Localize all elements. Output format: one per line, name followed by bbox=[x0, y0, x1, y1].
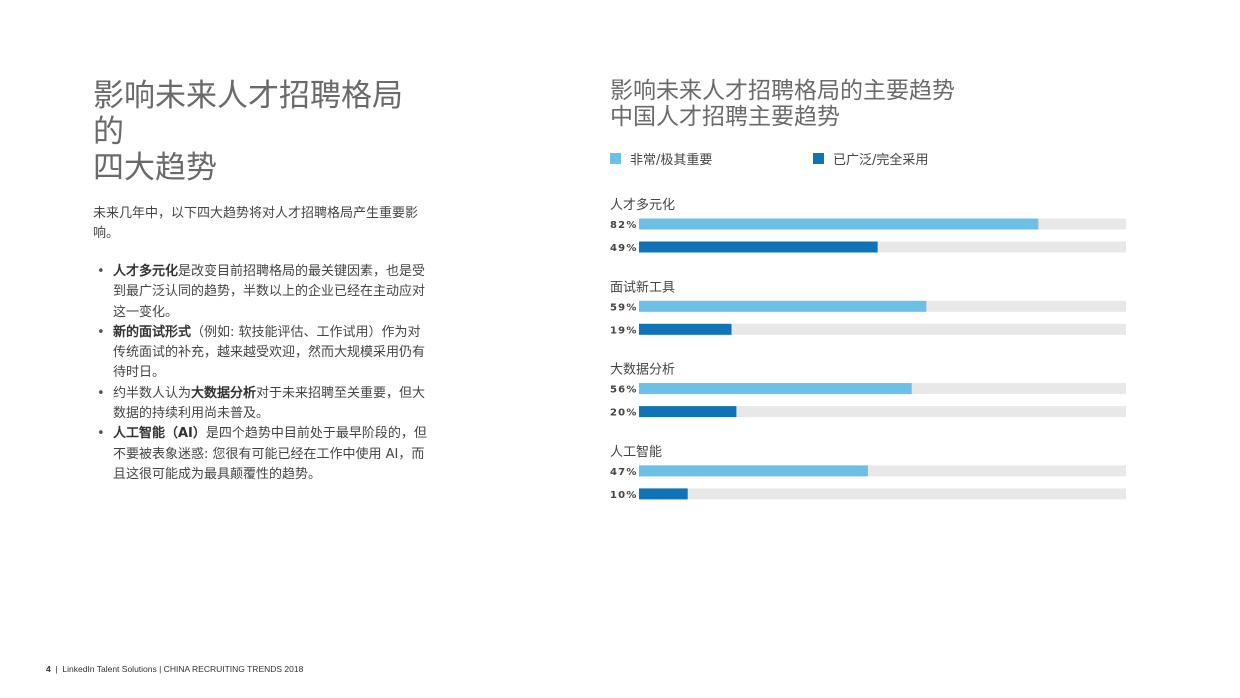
page-title-line1: 影响未来人才招聘格局的 bbox=[93, 78, 403, 150]
bar-track bbox=[639, 323, 1126, 335]
data-label: 49% bbox=[610, 243, 638, 254]
chart-title-line1: 影响未来人才招聘格局的主要趋势 bbox=[610, 78, 955, 104]
category-label: 面试新工具 bbox=[610, 279, 675, 295]
legend-item-adopted: 已广泛/完全采用 bbox=[813, 149, 928, 168]
bar bbox=[639, 406, 737, 418]
bullet-text: 是改变目前招聘格局的最关键因素，也是受到最广泛认同的趋势，半数以上的企业已经在主… bbox=[113, 264, 426, 320]
page-title: 影响未来人才招聘格局的 四大趋势 bbox=[93, 78, 433, 186]
legend-swatch-dark bbox=[813, 153, 824, 164]
data-label: 59% bbox=[610, 302, 638, 313]
bar bbox=[639, 488, 688, 500]
bar bbox=[639, 465, 868, 477]
bullet-item: 新的面试形式（例如: 软技能评估、工作试用）作为对传统面试的补充，越来越受欢迎，… bbox=[93, 323, 433, 384]
bar-track bbox=[639, 406, 1126, 418]
bullet-text: 是四个趋势中目前处于最早阶段的，但不要被表象迷惑: 您很有可能已经在工作中使用 … bbox=[113, 426, 427, 482]
bullet-text: 对于未来招聘至关重要，但大数据的持续利用尚未普及。 bbox=[113, 385, 426, 422]
bar-track bbox=[639, 465, 1126, 477]
chart-legend: 非常/极其重要 已广泛/完全采用 bbox=[610, 149, 1130, 169]
data-label: 47% bbox=[610, 467, 638, 478]
legend-label: 已广泛/完全采用 bbox=[833, 153, 929, 168]
intro-paragraph: 未来几年中，以下四大趋势将对人才招聘格局产生重要影响。 bbox=[93, 206, 419, 241]
legend-label: 非常/极其重要 bbox=[630, 153, 713, 168]
bullet-bold: 人才多元化 bbox=[113, 264, 179, 279]
page-footer: 4 | LinkedIn Talent Solutions | CHINA RE… bbox=[46, 664, 304, 674]
bullet-pre: 约半数人认为 bbox=[113, 385, 192, 401]
category-label: 人工智能 bbox=[610, 445, 662, 460]
left-column: 影响未来人才招聘格局的 四大趋势 未来几年中，以下四大趋势将对人才招聘格局产生重… bbox=[93, 78, 433, 485]
legend-item-important: 非常/极其重要 bbox=[610, 149, 712, 168]
footer-text: LinkedIn Talent Solutions | CHINA RECRUI… bbox=[62, 664, 304, 674]
data-label: 20% bbox=[610, 408, 638, 419]
bar-track bbox=[639, 488, 1126, 500]
bar-chart: 人才多元化 82% 49% 面试新工具 59% 19% 大数据分析 56% 20% 人工智能 47%… bbox=[610, 197, 1126, 501]
category-label: 大数据分析 bbox=[610, 363, 675, 378]
page-number: 4 bbox=[46, 664, 51, 674]
chart-panel: 影响未来人才招聘格局的主要趋势 中国人才招聘主要趋势 非常/极其重要 已广泛/完… bbox=[610, 78, 1130, 501]
data-label: 19% bbox=[610, 325, 638, 336]
bar bbox=[639, 323, 732, 335]
bullet-text: （例如: 软技能评估、工作试用）作为对传统面试的补充，越来越受欢迎，然而大规模采… bbox=[113, 324, 426, 381]
bullet-bold: 大数据分析 bbox=[191, 385, 257, 401]
page-title-line2: 四大趋势 bbox=[93, 150, 217, 186]
bullet-bold: 人工智能（AI） bbox=[113, 426, 206, 442]
chart-title: 影响未来人才招聘格局的主要趋势 中国人才招聘主要趋势 bbox=[610, 78, 1130, 130]
category-label: 人才多元化 bbox=[610, 197, 675, 213]
bullet-item: 人工智能（AI）是四个趋势中目前处于最早阶段的，但不要被表象迷惑: 您很有可能已… bbox=[93, 424, 433, 485]
trend-bullet-list: 人才多元化是改变目前招聘格局的最关键因素，也是受到最广泛认同的趋势，半数以上的企… bbox=[93, 262, 433, 485]
chart-title-line2: 中国人才招聘主要趋势 bbox=[610, 104, 840, 130]
bar bbox=[639, 218, 1039, 230]
bar-track bbox=[639, 241, 1126, 253]
data-label: 56% bbox=[610, 385, 638, 396]
bullet-bold: 新的面试形式 bbox=[113, 324, 192, 340]
data-label: 82% bbox=[610, 220, 638, 231]
bullet-item: 约半数人认为大数据分析对于未来招聘至关重要，但大数据的持续利用尚未普及。 bbox=[93, 384, 433, 425]
data-label: 10% bbox=[610, 490, 638, 501]
bullet-item: 人才多元化是改变目前招聘格局的最关键因素，也是受到最广泛认同的趋势，半数以上的企… bbox=[93, 262, 433, 323]
legend-swatch-light bbox=[610, 153, 621, 164]
bar bbox=[639, 300, 927, 312]
bar bbox=[639, 241, 878, 253]
bar bbox=[639, 383, 912, 395]
